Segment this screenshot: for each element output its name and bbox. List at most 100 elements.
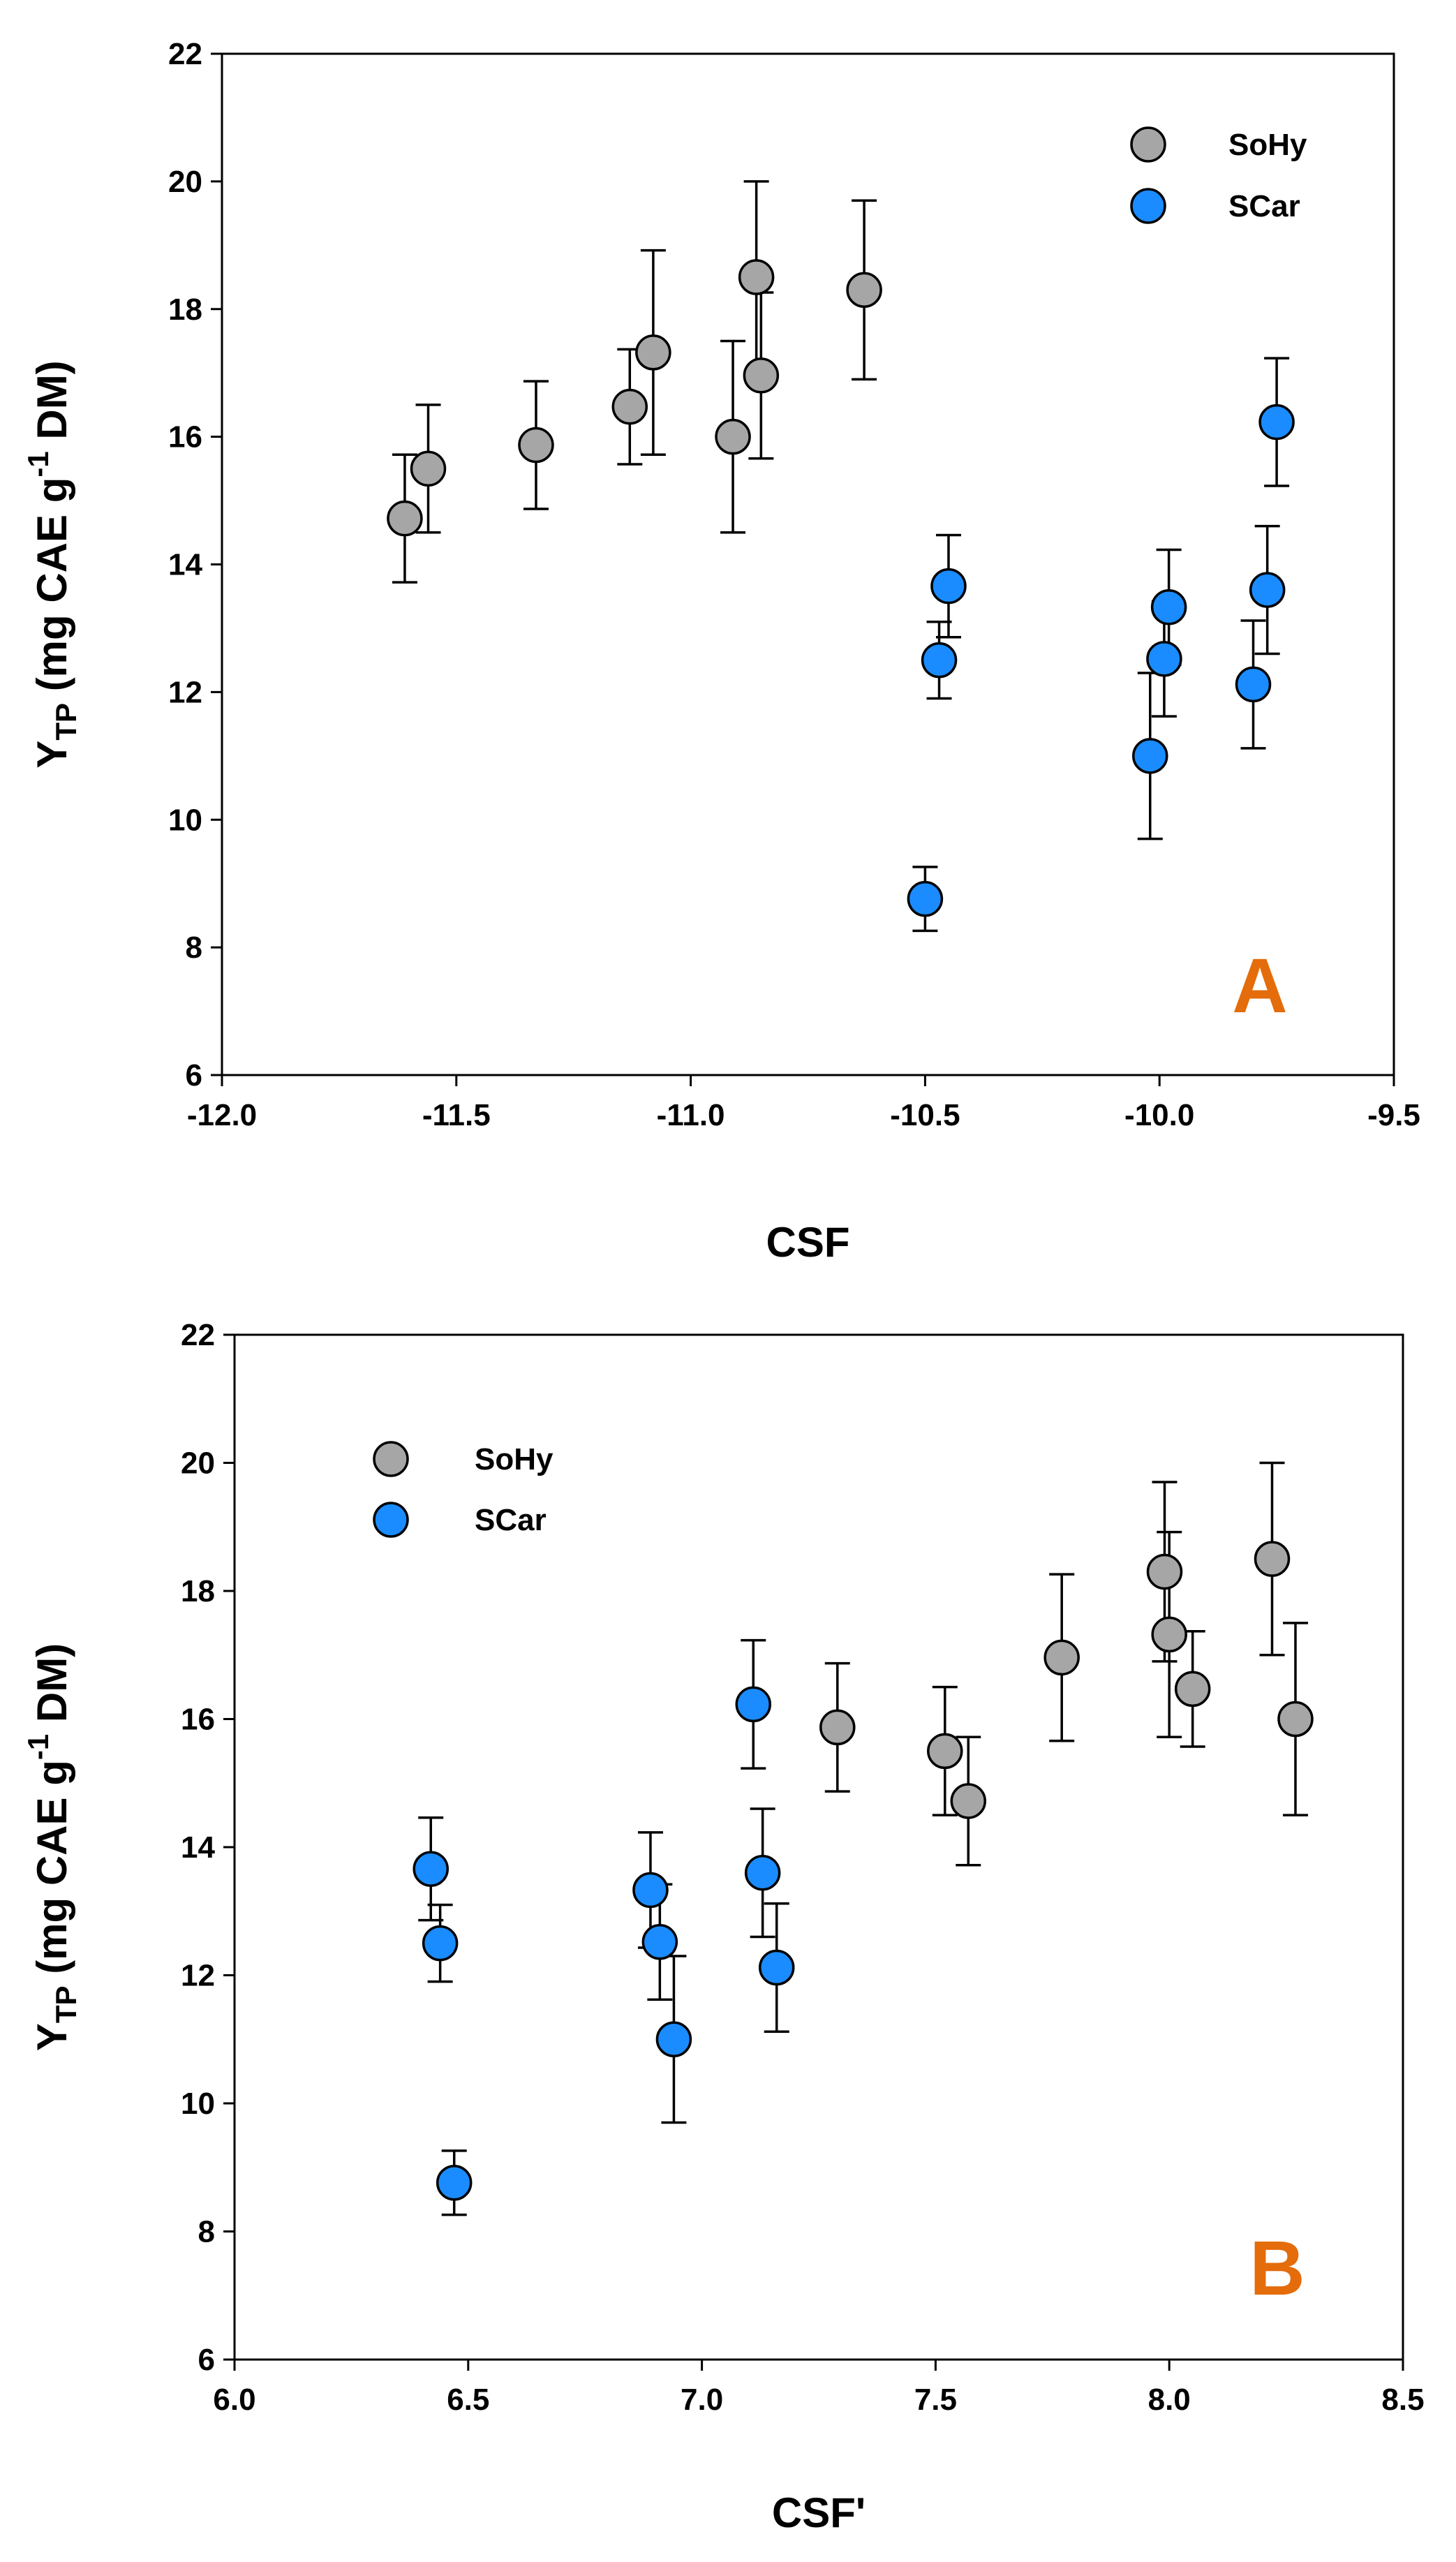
data-point-sohy [743,357,780,394]
legend-label-sohy: SoHy [475,1442,554,1476]
data-point-scar [436,2165,473,2201]
data-point-sohy [1043,1639,1080,1676]
data-point-sohy [927,1733,963,1770]
data-point-sohy [715,418,751,455]
y-axis-title: YTP (mg CAE g-1 DM) [22,1643,82,2051]
data-point-scar [1146,641,1182,677]
chart-panel-b: 6.0 6.5 7.0 7.5 8.0 8.5 6 8 10 12 14 16 18 20 22 CSF' YT… [22,1318,1425,2536]
data-point-scar [1235,666,1272,703]
data-point-scar [632,1872,669,1909]
data-point-scar [1150,589,1187,625]
legend: SoHy SCar [1130,126,1307,224]
x-tick-label: 6.5 [447,2383,489,2417]
y-tick-label: 22 [181,1318,215,1352]
legend-marker-scar [1130,188,1166,224]
x-tick-label: -9.5 [1367,1098,1420,1132]
y-axis-title-unit-end: DM) [29,360,75,451]
x-tick-label: 7.5 [914,2383,957,2417]
y-tick-label: 14 [168,548,202,582]
x-tick-label: -10.0 [1124,1098,1194,1132]
x-tick-label: 8.5 [1381,2383,1424,2417]
data-point-scar [735,1686,772,1723]
y-axis-title-main: Y [29,741,75,769]
series-sohy [392,180,877,584]
x-tick-label: 8.0 [1148,2383,1191,2417]
y-axis-title-subscript: TP [50,1985,82,2023]
data-point-sohy [1174,1671,1211,1708]
data-point-sohy [846,272,882,309]
x-tick-label: -12.0 [187,1098,257,1132]
y-tick-label: 8 [186,931,202,965]
data-point-scar [413,1851,449,1887]
y-tick-label: 6 [186,1058,202,1093]
legend-label-scar: SCar [475,1503,547,1537]
data-point-sohy [1277,1701,1314,1738]
data-point-sohy [518,427,554,464]
x-tick-label: 6.0 [213,2383,255,2417]
y-axis-title-subscript: TP [50,703,82,741]
data-point-sohy [1146,1553,1183,1590]
data-point-sohy [1151,1616,1187,1653]
data-point-scar [1258,403,1295,440]
y-tick-label: 14 [181,1830,215,1865]
y-tick-label: 8 [198,2215,215,2249]
x-tick-label: -11.5 [422,1098,491,1132]
x-tick-label: 7.0 [681,2383,723,2417]
legend-marker-sohy [1130,126,1166,163]
data-point-scar [641,1924,678,1960]
legend-marker-scar [373,1502,409,1538]
data-point-sohy [635,334,671,371]
series-scar [418,1638,789,2216]
data-point-scar [921,642,958,679]
x-tick-label: -11.0 [657,1098,725,1132]
chart-panel-a: -12.0 -11.5 -11.0 -10.5 -10.0 -9.5 6 8 10 12 14 16 1… [22,37,1420,1266]
data-point-sohy [819,1709,856,1746]
y-tick-label: 22 [168,37,202,71]
legend-label-sohy: SoHy [1228,128,1307,162]
data-point-scar [907,880,944,917]
legend-label-scar: SCar [1228,189,1300,223]
y-tick-label: 18 [168,293,202,327]
y-axis-title-unit-end: DM) [29,1643,75,1734]
x-axis-title: CSF' [772,2489,866,2536]
panel-label: A [1232,943,1287,1029]
data-point-sohy [387,500,423,537]
y-axis-title: YTP (mg CAE g-1 DM) [22,360,82,768]
y-axis-title-unit: (mg CAE g [29,477,75,703]
y-axis-title-superscript: -1 [22,451,54,477]
data-point-scar [758,1949,795,1986]
y-tick-label: 18 [181,1574,215,1608]
x-axis-title: CSF [766,1219,850,1266]
y-tick-label: 20 [168,165,202,199]
plot-frame [221,52,1395,1076]
data-point-sohy [611,388,648,425]
data-point-scar [655,2021,692,2057]
data-point-scar [930,568,967,605]
legend: SoHy SCar [373,1441,554,1538]
data-point-scar [744,1854,781,1891]
data-point-scar [1249,572,1286,608]
panel-label: B [1249,2226,1305,2311]
data-point-sohy [1254,1541,1291,1577]
y-tick-label: 10 [181,2087,215,2121]
data-point-scar [422,1925,459,1962]
y-axis-title-main: Y [29,2023,75,2051]
plot-frame [233,1333,1404,2361]
y-tick-label: 16 [168,420,202,454]
y-tick-label: 20 [181,1446,215,1481]
data-point-scar [1132,738,1168,774]
y-tick-label: 12 [168,675,202,709]
data-point-sohy [738,259,775,295]
series-scar [912,357,1290,933]
y-tick-label: 10 [168,803,202,837]
data-point-sohy [410,450,447,487]
legend-marker-sohy [373,1441,409,1477]
y-tick-label: 6 [198,2343,215,2377]
y-axis-title-superscript: -1 [22,1734,54,1760]
y-axis-title-unit: (mg CAE g [29,1760,75,1985]
y-tick-label: 16 [181,1703,215,1737]
data-point-sohy [950,1783,987,1819]
y-tick-label: 12 [181,1959,215,1993]
x-tick-label: -10.5 [890,1098,960,1132]
